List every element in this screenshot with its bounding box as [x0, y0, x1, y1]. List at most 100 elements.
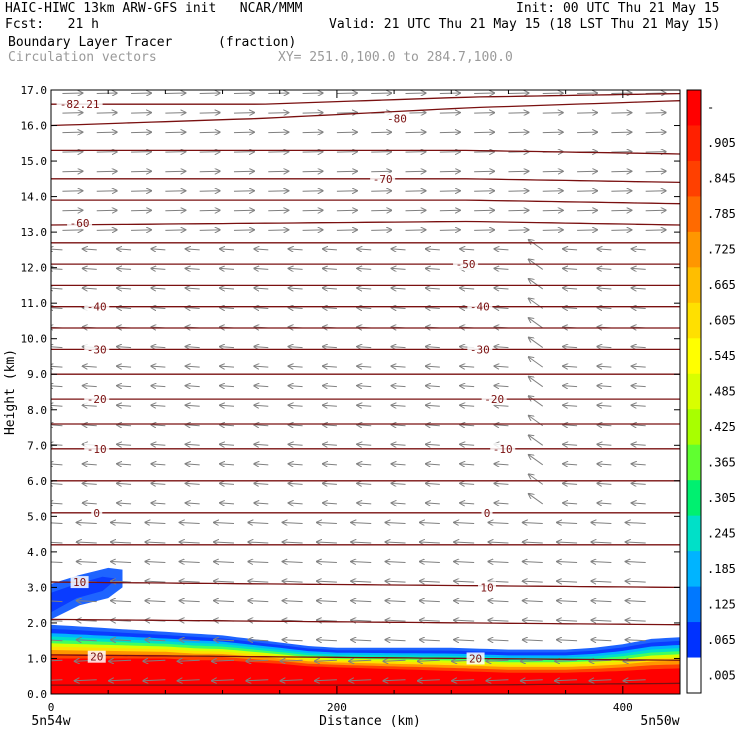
vector-arrow: [248, 522, 269, 523]
vector-arrow: [386, 542, 406, 543]
colorbar-label: .725: [707, 243, 736, 257]
contour-label-bg: [84, 343, 110, 356]
vector-arrow: [557, 640, 578, 641]
vector-arrow: [109, 660, 132, 661]
y-tick-label: 12.0: [21, 262, 48, 275]
vector-arrow: [508, 113, 528, 114]
vector-arrow: [317, 601, 337, 602]
vector-arrow: [557, 601, 578, 602]
contour-label: -20: [484, 393, 504, 406]
colorbar-label: .245: [707, 526, 736, 540]
vector-arrow: [180, 640, 200, 641]
vector-arrow: [508, 230, 528, 231]
vector-arrow: [289, 308, 303, 309]
vector-arrow: [323, 425, 337, 426]
vector-arrow: [542, 113, 563, 114]
vector-arrow: [77, 640, 97, 641]
vector-arrow: [62, 210, 82, 211]
vector-arrow: [460, 464, 475, 465]
vector-arrow: [577, 210, 597, 211]
vector-arrow: [268, 132, 288, 133]
vector-arrow: [111, 601, 132, 602]
colorbar-label: .785: [707, 207, 736, 221]
vector-arrow: [186, 464, 200, 465]
vector-arrow: [186, 308, 200, 309]
vector-arrow: [488, 640, 509, 641]
contour-label: 10: [73, 576, 86, 589]
vector-arrow: [220, 268, 235, 269]
vector-arrow: [494, 308, 509, 309]
contour-line: [51, 178, 680, 184]
vector-arrow: [83, 249, 97, 250]
header-line3-mid: (fraction): [218, 35, 297, 50]
vector-arrow: [591, 522, 612, 523]
vector-arrow: [145, 581, 166, 582]
vector-arrow: [83, 483, 97, 484]
vector-arrow: [523, 601, 543, 602]
vector-arrow: [323, 347, 337, 348]
vector-arrow: [131, 191, 151, 192]
vector-arrow: [323, 308, 337, 309]
vector-arrow: [523, 562, 543, 563]
vector-arrow: [357, 503, 372, 504]
header-line4-left: Circulation vectors: [8, 50, 157, 65]
vector-arrow: [420, 601, 440, 602]
vector-arrow: [77, 620, 97, 621]
elevated-tracer-core: [51, 576, 116, 613]
vector-arrow: [62, 93, 82, 94]
contour-line: [51, 682, 680, 686]
vector-arrow: [143, 680, 166, 681]
vector-arrow: [494, 464, 509, 465]
vector-arrow: [96, 210, 117, 211]
vector-arrow: [563, 347, 578, 348]
vector-arrow: [529, 338, 544, 348]
y-axis-label: Height (km): [3, 349, 18, 435]
vector-arrow: [494, 268, 509, 269]
vector-arrow: [392, 405, 406, 406]
vector-arrow: [529, 318, 544, 329]
vector-arrow: [426, 425, 440, 426]
vector-arrow: [454, 542, 475, 543]
vector-arrow: [508, 93, 528, 94]
vector-arrow: [51, 308, 63, 309]
y-tick-label: 2.0: [27, 617, 47, 630]
vector-arrow: [597, 444, 612, 445]
vector-arrow: [357, 405, 372, 406]
temperature-contours: [51, 92, 680, 686]
vector-arrow: [199, 171, 220, 172]
vector-arrow: [214, 581, 235, 582]
vector-arrow: [460, 405, 475, 406]
vector-arrow: [336, 113, 357, 114]
colorbar-swatch: [687, 125, 701, 162]
vector-arrow: [597, 405, 612, 406]
vector-arrow: [51, 503, 63, 504]
vector-arrow: [233, 152, 254, 153]
vector-arrow: [611, 113, 631, 114]
vector-arrow: [426, 308, 440, 309]
vector-arrow: [357, 366, 372, 367]
vector-arrow: [420, 640, 440, 641]
vector-arrow: [165, 171, 185, 172]
vector-arrow: [165, 132, 185, 133]
vector-arrow: [454, 522, 475, 523]
vector-arrow: [405, 210, 426, 211]
vector-arrow: [254, 347, 269, 348]
vector-arrow: [51, 483, 63, 484]
vector-arrow: [494, 249, 509, 250]
vector-arrow: [563, 503, 578, 504]
vector-arrow: [214, 542, 235, 543]
colorbar-label: .905: [707, 136, 736, 150]
vector-arrow: [268, 230, 288, 231]
vector-arrow: [302, 171, 323, 172]
vector-arrow: [336, 191, 357, 192]
vector-arrow: [117, 483, 132, 484]
colorbar-label: .125: [707, 597, 736, 611]
vector-arrow: [645, 152, 666, 153]
vector-arrow: [268, 191, 288, 192]
colorbar-swatch: [687, 657, 701, 694]
vector-arrow: [77, 601, 97, 602]
vector-arrow: [186, 483, 200, 484]
vector-arrow: [254, 249, 269, 250]
vector-arrow: [645, 191, 666, 192]
vector-arrow: [254, 483, 269, 484]
